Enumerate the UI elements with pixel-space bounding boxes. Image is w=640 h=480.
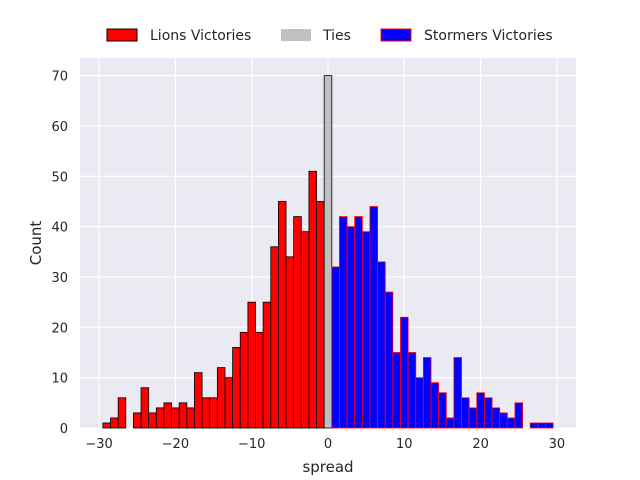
bar-stormers-victories	[453, 357, 462, 429]
y-tick-label: 10	[51, 372, 68, 387]
bar-stormers-victories	[545, 422, 554, 429]
bar-lions-victories	[262, 301, 272, 429]
bar-stormers-victories	[468, 407, 478, 429]
bar-stormers-victories	[537, 422, 546, 429]
y-tick-label: 70	[51, 70, 68, 85]
bar-lions-victories	[316, 201, 325, 429]
y-tick-label: 20	[51, 321, 68, 336]
bar-lions-victories	[110, 417, 119, 429]
bar-lions-victories	[308, 170, 317, 429]
bar-lions-victories	[102, 422, 111, 429]
y-tick-label: 0	[60, 422, 68, 437]
x-tick-label: −30	[85, 437, 112, 452]
bar-stormers-victories	[369, 206, 379, 429]
bar-stormers-victories	[407, 352, 417, 429]
bar-stormers-victories	[377, 261, 386, 429]
bar-stormers-victories	[499, 412, 508, 429]
bar-ties	[323, 75, 333, 429]
bar-lions-victories	[255, 331, 264, 429]
x-axis-label: spread	[302, 458, 353, 476]
x-tick-label: −10	[238, 437, 265, 452]
bar-lions-victories	[270, 246, 279, 429]
bar-stormers-victories	[392, 352, 401, 429]
y-tick-label: 30	[51, 271, 68, 286]
bar-lions-victories	[232, 347, 241, 429]
bar-lions-victories	[300, 231, 310, 429]
y-axis-label: Count	[27, 221, 45, 266]
legend-label-ties: Ties	[322, 28, 351, 44]
legend-swatch-lions	[106, 28, 138, 42]
bar-stormers-victories	[400, 316, 409, 429]
legend-swatch-ties	[281, 29, 311, 41]
bars	[102, 75, 554, 429]
bar-stormers-victories	[491, 407, 501, 429]
bar-lions-victories	[117, 397, 127, 429]
x-tick-label: −20	[162, 437, 189, 452]
y-tick-label: 50	[51, 170, 68, 185]
bar-stormers-victories	[438, 392, 447, 429]
bar-lions-victories	[155, 407, 165, 429]
y-tick-label: 60	[51, 120, 68, 135]
bar-stormers-victories	[445, 417, 455, 429]
bar-stormers-victories	[331, 266, 340, 429]
y-tick-label: 40	[51, 221, 68, 236]
bar-lions-victories	[140, 387, 150, 429]
x-tick-label: 20	[472, 437, 489, 452]
bar-lions-victories	[163, 402, 172, 429]
legend-label-lions: Lions Victories	[150, 28, 251, 44]
bar-stormers-victories	[430, 382, 440, 429]
bar-stormers-victories	[461, 397, 470, 429]
bar-lions-victories	[239, 331, 249, 429]
bar-stormers-victories	[339, 216, 348, 429]
bar-lions-victories	[285, 256, 295, 429]
legend-label-stormers: Stormers Victories	[424, 28, 553, 44]
bar-lions-victories	[293, 216, 302, 429]
bar-lions-victories	[247, 301, 256, 429]
bar-stormers-victories	[415, 377, 424, 429]
x-tick-label: 10	[396, 437, 413, 452]
bar-lions-victories	[209, 397, 218, 429]
bar-stormers-victories	[384, 291, 394, 429]
bar-lions-victories	[194, 372, 203, 429]
bar-lions-victories	[224, 377, 234, 429]
tick-labels: −30 −20 −10 0 10 20 30 0 10 20 30 40 50 60 70	[51, 70, 565, 452]
bar-stormers-victories	[354, 216, 363, 429]
bar-stormers-victories	[346, 226, 356, 429]
bar-stormers-victories	[529, 422, 539, 429]
x-tick-label: 0	[324, 437, 332, 452]
bar-lions-victories	[171, 407, 180, 429]
bar-lions-victories	[148, 412, 157, 429]
bar-lions-victories	[201, 397, 211, 429]
bar-lions-victories	[178, 402, 188, 429]
bar-stormers-victories	[506, 417, 516, 429]
bar-lions-victories	[216, 367, 226, 429]
legend: Lions Victories Ties Stormers Victories	[106, 28, 553, 44]
legend-swatch-stormers	[380, 28, 412, 42]
x-tick-label: 30	[549, 437, 566, 452]
bar-lions-victories	[133, 412, 142, 429]
bar-stormers-victories	[422, 357, 432, 429]
bar-stormers-victories	[476, 392, 485, 429]
bar-lions-victories	[186, 407, 195, 429]
bar-stormers-victories	[514, 402, 523, 429]
bar-stormers-victories	[361, 231, 371, 429]
bar-stormers-victories	[484, 397, 493, 429]
bar-lions-victories	[277, 201, 287, 429]
